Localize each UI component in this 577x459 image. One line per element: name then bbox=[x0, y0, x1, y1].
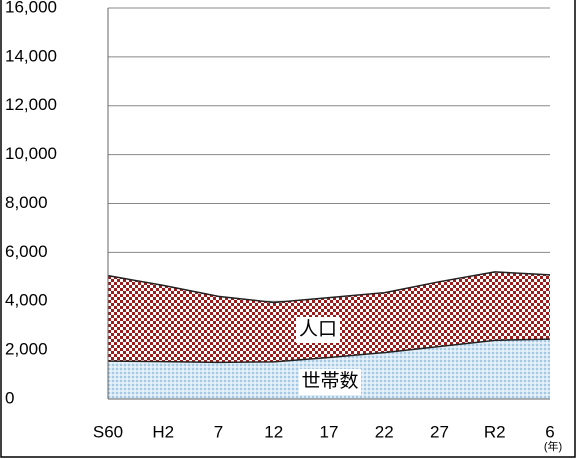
x-tick-label: 12 bbox=[264, 422, 283, 441]
area-line bbox=[107, 338, 551, 364]
area-line bbox=[107, 271, 551, 304]
y-tick-label: 12,000 bbox=[5, 95, 57, 114]
x-tick-label: 22 bbox=[375, 422, 394, 441]
series-label: 世帯数 bbox=[301, 370, 358, 392]
series-label-bg bbox=[299, 369, 361, 395]
x-tick-label: 6 bbox=[545, 422, 554, 441]
x-axis-label: (年) bbox=[544, 439, 562, 453]
y-tick-label: 0 bbox=[5, 388, 14, 407]
series-label: 人口 bbox=[299, 318, 337, 340]
x-tick-label: 17 bbox=[320, 422, 339, 441]
y-tick-label: 8,000 bbox=[5, 193, 48, 212]
y-tick-label: 16,000 bbox=[5, 0, 57, 16]
series-label-bg bbox=[296, 317, 340, 343]
y-tick-label: 2,000 bbox=[5, 340, 48, 359]
x-tick-label: S60 bbox=[93, 422, 123, 441]
x-tick-label: 27 bbox=[430, 422, 449, 441]
y-tick-label: 4,000 bbox=[5, 291, 48, 310]
y-tick-label: 14,000 bbox=[5, 46, 57, 65]
x-tick-label: 7 bbox=[214, 422, 223, 441]
x-tick-label: R2 bbox=[484, 422, 506, 441]
y-tick-label: 6,000 bbox=[5, 242, 48, 261]
x-tick-label: H2 bbox=[152, 422, 174, 441]
y-tick-label: 10,000 bbox=[5, 144, 57, 163]
